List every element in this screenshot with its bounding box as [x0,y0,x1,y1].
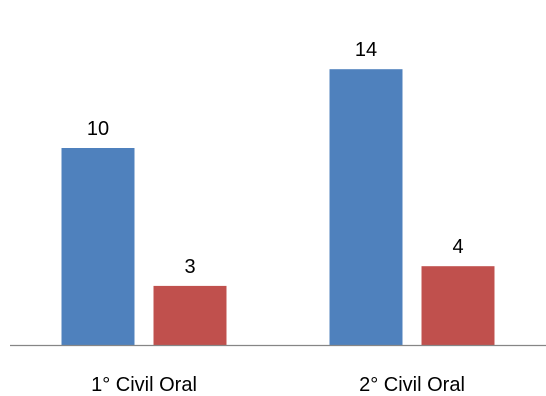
data-label-series-1-category-1: 10 [87,118,109,140]
category-label-1: 1° Civil Oral [91,374,197,396]
bar-series-2-category-2 [421,266,495,345]
category-labels-layer: 1° Civil Oral 2° Civil Oral [91,374,465,396]
data-label-series-1-category-2: 14 [355,39,377,61]
bars-layer [61,69,495,345]
data-label-series-2-category-2: 4 [452,236,463,258]
category-label-2: 2° Civil Oral [359,374,465,396]
data-label-series-2-category-1: 3 [184,256,195,278]
bar-series-1-category-1 [61,148,135,345]
bar-series-1-category-2 [329,69,403,345]
data-labels-layer: 10 3 14 4 [87,39,464,278]
bar-series-2-category-1 [153,285,227,345]
